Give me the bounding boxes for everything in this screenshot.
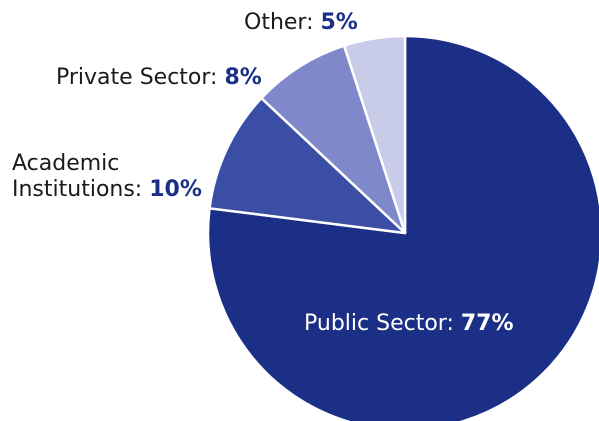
- slice-academic-institutions: [208, 96, 407, 235]
- label-academic-institutions-line-2: Institutions: 10%: [12, 177, 202, 202]
- label-other: Other: 5%: [244, 10, 358, 35]
- label-academic-institutions-line-1: Academic: [12, 151, 119, 176]
- value-private-sector: 8%: [224, 65, 261, 90]
- slice-public-sector: [206, 34, 599, 421]
- pie-slices: [206, 34, 599, 421]
- slice-private-sector: [260, 44, 407, 235]
- value-public-sector: 77%: [461, 311, 514, 336]
- pie-labels: Public Sector: 77% AcademicInstitutions: …: [12, 10, 514, 336]
- value-academic-institutions: 10%: [149, 177, 202, 202]
- slice-other: [342, 34, 407, 235]
- label-private-sector: Private Sector: 8%: [56, 65, 262, 90]
- value-other: 5%: [321, 10, 358, 35]
- label-public-sector: Public Sector: 77%: [304, 311, 514, 336]
